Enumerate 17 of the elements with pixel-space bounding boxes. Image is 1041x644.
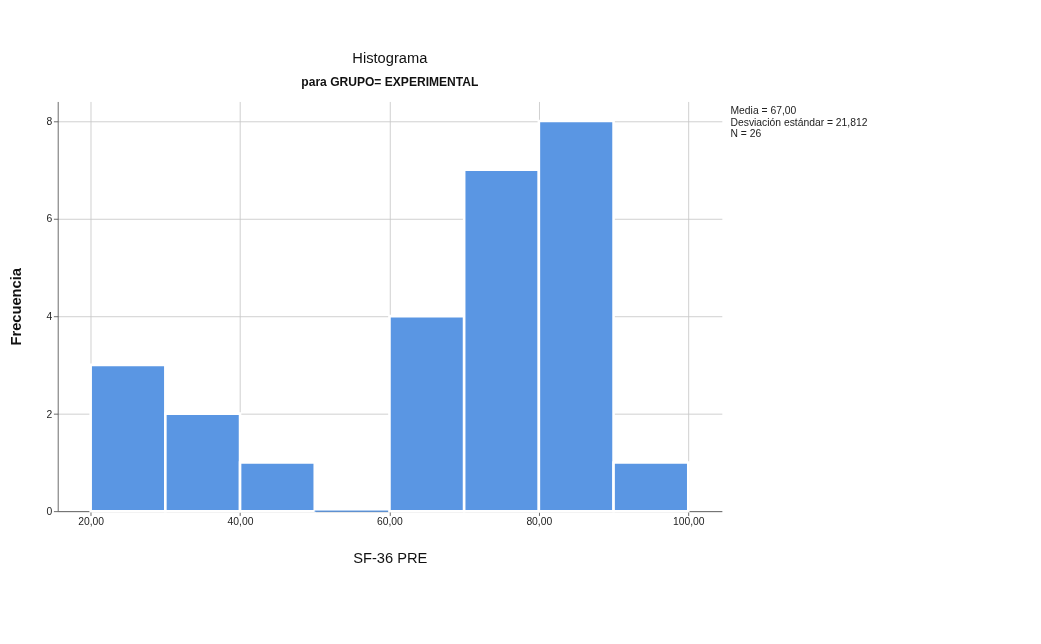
x-tick-label: 20,00 [78,516,105,528]
y-tick-label: 8 [46,115,53,127]
chart-subtitle: para GRUPO= EXPERIMENTAL [301,75,479,89]
x-tick-label: 100,00 [672,516,705,528]
x-tick-label: 60,00 [376,516,404,528]
y-tick-label: 2 [46,408,53,420]
x-axis-title: SF-36 PRE [353,549,428,566]
y-tick-label: 4 [46,311,53,322]
y-axis-title: Frecuencia [8,267,25,346]
x-tick-label: 40,00 [227,516,254,528]
text: N = 26 [730,127,762,139]
y-tick-label: 0 [46,506,53,518]
text: Media = 67,00 [730,105,797,117]
y-tick-label: 6 [46,213,53,225]
chart-title: Histograma [352,49,429,66]
x-tick-label: 80,00 [526,516,553,528]
text: Desviación estándar = 21,812 [730,116,868,128]
